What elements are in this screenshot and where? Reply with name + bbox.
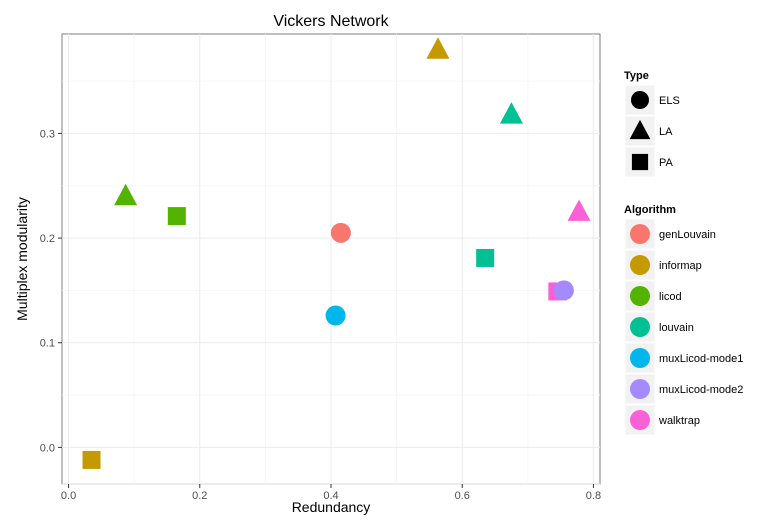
x-tick-label: 0.2 xyxy=(192,490,207,502)
legend-key-louvain xyxy=(630,317,650,337)
legend-label-licod: licod xyxy=(659,291,682,303)
point-informap-pa xyxy=(82,450,101,469)
x-tick-label: 0.0 xyxy=(61,490,76,502)
legend-algorithm: Algorithm genLouvain informap licod louvain m… xyxy=(624,204,743,436)
x-tick-label: 0.4 xyxy=(323,490,338,502)
legend-label-muxlicod-mode1: muxLicod-mode1 xyxy=(659,353,743,365)
x-tick-label: 0.8 xyxy=(586,490,601,502)
point-louvain-la xyxy=(499,102,523,124)
legend-title: Algorithm xyxy=(624,204,676,216)
legend-title: Type xyxy=(624,70,649,82)
legend-label-la: LA xyxy=(659,126,673,138)
legend-key-walktrap xyxy=(630,410,650,430)
legend-key-els xyxy=(631,91,649,109)
data-points xyxy=(82,37,591,469)
point-licod-pa xyxy=(167,207,186,226)
legend-label-informap: informap xyxy=(659,260,702,272)
legend-key-informap xyxy=(630,255,650,275)
y-axis-title: Multiplex modularity xyxy=(14,197,30,321)
y-tick-label: 0.1 xyxy=(40,338,55,350)
point-muxlicod-mode1-els xyxy=(325,305,346,326)
point-genlouvain-els xyxy=(330,222,351,243)
legend-label-louvain: louvain xyxy=(659,322,694,334)
legend-key-muxlicod-mode2 xyxy=(630,379,650,399)
legend-label-genlouvain: genLouvain xyxy=(659,229,716,241)
legend-key-muxlicod-mode1 xyxy=(630,348,650,368)
grid-lines xyxy=(62,34,600,485)
legend-label-walktrap: walktrap xyxy=(658,415,700,427)
legend-label-pa: PA xyxy=(659,157,674,169)
y-tick-label: 0.2 xyxy=(40,233,55,245)
point-licod-la xyxy=(114,183,138,206)
legend-label-els: ELS xyxy=(659,95,680,107)
legend-key-pa xyxy=(631,153,649,171)
chart-title: Vickers Network xyxy=(273,13,389,30)
y-tick-label: 0.3 xyxy=(40,128,55,140)
point-informap-la xyxy=(426,37,450,59)
y-tick-label: 0.0 xyxy=(40,442,55,454)
legend-key-licod xyxy=(630,286,650,306)
point-walktrap-la xyxy=(567,199,591,221)
legend-key-la xyxy=(629,119,651,140)
x-axis-title: Redundancy xyxy=(292,499,371,515)
axes: 0.0 0.2 0.4 0.6 0.8 0.0 0.1 0.2 0.3 xyxy=(40,128,601,502)
legend-key-genlouvain xyxy=(630,224,650,244)
legend-type: Type ELS LA PA xyxy=(624,70,680,178)
point-muxlicod-mode2-els xyxy=(553,280,574,301)
point-louvain-pa xyxy=(476,248,495,267)
legend-label-muxlicod-mode2: muxLicod-mode2 xyxy=(659,384,743,396)
x-tick-label: 0.6 xyxy=(455,490,470,502)
